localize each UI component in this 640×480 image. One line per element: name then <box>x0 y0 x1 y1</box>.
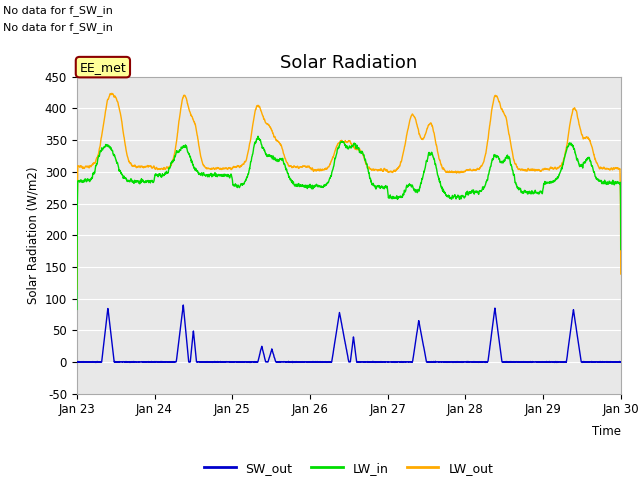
Title: Solar Radiation: Solar Radiation <box>280 54 417 72</box>
Text: EE_met: EE_met <box>79 60 126 73</box>
Text: Time: Time <box>592 425 621 438</box>
Text: No data for f_SW_in: No data for f_SW_in <box>3 22 113 33</box>
Y-axis label: Solar Radiation (W/m2): Solar Radiation (W/m2) <box>26 167 39 304</box>
Text: No data for f_SW_in: No data for f_SW_in <box>3 5 113 16</box>
Legend: SW_out, LW_in, LW_out: SW_out, LW_in, LW_out <box>199 457 499 480</box>
